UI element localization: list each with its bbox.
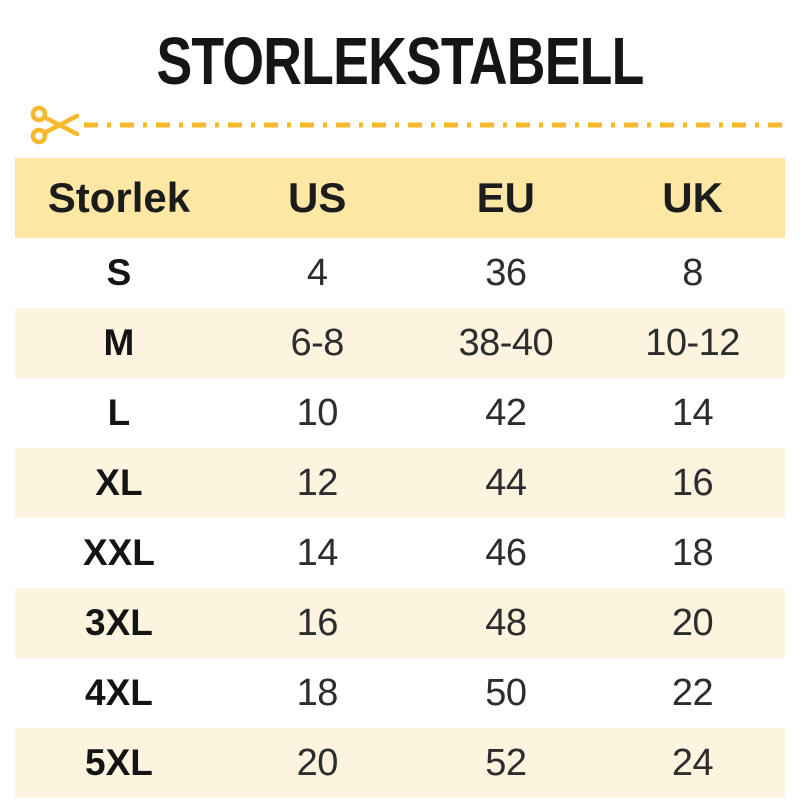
table-header-row: Storlek US EU UK [15, 158, 785, 238]
size-label: M [103, 322, 135, 363]
eu-value: 50 [485, 671, 527, 714]
size-table: Storlek US EU UK S 4 36 8 M 6-8 38-40 10… [15, 158, 785, 798]
eu-value: 42 [485, 391, 527, 434]
us-value: 10 [296, 391, 339, 434]
uk-value: 16 [671, 461, 714, 504]
eu-value: 48 [485, 601, 527, 644]
cut-line [0, 102, 800, 148]
us-value: 18 [296, 671, 339, 714]
us-value: 6-8 [290, 321, 345, 364]
uk-value: 18 [671, 531, 714, 574]
dashed-cut-line [84, 122, 788, 128]
eu-value: 46 [485, 531, 527, 574]
uk-value: 20 [671, 601, 714, 644]
column-header-storlek: Storlek [47, 174, 191, 221]
us-value: 20 [296, 741, 339, 784]
table-row: XXL 14 46 18 [15, 518, 785, 588]
table-row: M 6-8 38-40 10-12 [15, 308, 785, 378]
eu-value: 52 [485, 741, 527, 784]
table-row: 4XL 18 50 22 [15, 658, 785, 728]
uk-value: 14 [671, 391, 714, 434]
uk-value: 22 [671, 671, 714, 714]
eu-value: 38-40 [458, 321, 554, 364]
scissors-icon [30, 105, 80, 145]
table-row: 3XL 16 48 20 [15, 588, 785, 658]
size-label: L [107, 392, 131, 433]
size-label: XXL [82, 532, 155, 573]
size-chart-page: STORLEKSTABELL Storlek US EU UK S 4 36 [0, 26, 800, 800]
size-label: XL [95, 462, 143, 503]
column-header-us: US [288, 174, 347, 221]
size-label: 5XL [85, 742, 153, 783]
table-body: S 4 36 8 M 6-8 38-40 10-12 L 10 42 14 XL… [15, 238, 785, 798]
table-row: S 4 36 8 [15, 238, 785, 308]
eu-value: 44 [485, 461, 527, 504]
size-label: 3XL [85, 602, 153, 643]
column-header-eu: EU [476, 174, 536, 221]
table-row: L 10 42 14 [15, 378, 785, 448]
size-label: S [106, 252, 132, 293]
eu-value: 36 [485, 251, 527, 294]
uk-value: 24 [671, 741, 714, 784]
us-value: 12 [296, 461, 339, 504]
table-row: XL 12 44 16 [15, 448, 785, 518]
us-value: 4 [306, 251, 328, 294]
us-value: 14 [296, 531, 339, 574]
size-label: 4XL [85, 672, 153, 713]
page-title: STORLEKSTABELL [156, 24, 644, 99]
column-header-uk: UK [662, 174, 723, 221]
uk-value: 10-12 [645, 321, 740, 364]
uk-value: 8 [682, 251, 703, 294]
us-value: 16 [296, 601, 339, 644]
table-row: 5XL 20 52 24 [15, 728, 785, 798]
